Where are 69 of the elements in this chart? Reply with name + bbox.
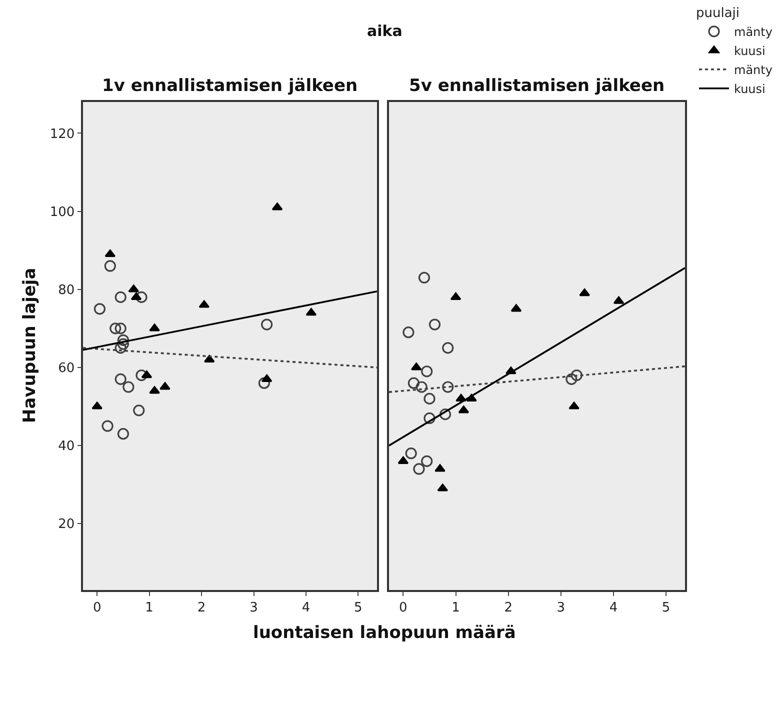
point (568, 402, 580, 410)
x-tick-label: 1 (145, 600, 154, 616)
x-tick-label: 5 (662, 600, 670, 616)
point (402, 326, 414, 338)
y-axis-title: Havupuun lajeja (20, 268, 40, 423)
x-tick-label: 3 (250, 600, 258, 616)
point (94, 303, 106, 315)
point (136, 291, 148, 303)
point (122, 381, 134, 393)
point (117, 334, 130, 346)
point (258, 377, 270, 389)
point (421, 366, 433, 378)
y-tick-label: 20 (58, 517, 75, 532)
point (405, 448, 417, 460)
x-tick-label: 2 (197, 600, 206, 616)
legend-label: mänty (734, 25, 772, 40)
point (160, 382, 170, 390)
point (579, 288, 590, 296)
point (114, 373, 126, 385)
legend-label: kuusi (734, 44, 766, 58)
point (418, 272, 430, 284)
y-tick-label: 40 (58, 439, 75, 454)
x-tick-label: 0 (92, 600, 102, 616)
point (421, 455, 433, 467)
point (102, 420, 114, 432)
point (424, 392, 436, 404)
text: aika (367, 22, 402, 40)
point (413, 463, 425, 475)
y-tick-label: 60 (58, 361, 75, 376)
point (566, 373, 578, 385)
point (104, 260, 116, 272)
point (442, 342, 454, 354)
point (416, 381, 428, 393)
point (110, 322, 122, 334)
point (114, 322, 126, 334)
x-tick-label: 5 (354, 600, 362, 616)
x-axis-title: luontaisen lahopuun määrä (253, 623, 516, 643)
point (261, 318, 273, 330)
x-tick-label: 0 (399, 600, 408, 616)
y-tick-label: 80 (58, 282, 75, 298)
point (149, 324, 160, 332)
point (141, 370, 152, 378)
y-tick-label: 100 (50, 204, 75, 220)
point (117, 428, 130, 440)
x-tick-label: 4 (609, 600, 618, 616)
point (428, 318, 441, 330)
point (136, 369, 148, 382)
point (424, 412, 436, 424)
point (442, 381, 454, 393)
point (117, 338, 130, 350)
point (114, 291, 126, 303)
chart-title: 5v ennallistamisen jälkeen (409, 76, 665, 96)
point (570, 369, 582, 382)
point (114, 342, 126, 354)
legend-label: kuusi (734, 82, 766, 96)
legend-title: puulaji (696, 6, 740, 21)
x-tick-label: 2 (504, 600, 512, 616)
y-tick-label: 120 (50, 126, 75, 142)
point (434, 464, 446, 472)
point (149, 386, 160, 394)
x-tick-label: 1 (452, 600, 460, 616)
point (104, 249, 116, 258)
x-tick-label: 4 (302, 600, 310, 616)
legend-label: mänty (734, 63, 772, 78)
point (408, 377, 420, 389)
chart-title: 1v ennallistamisen jälkeen (102, 76, 358, 96)
x-tick-label: 3 (556, 600, 566, 616)
point (133, 404, 145, 416)
point (439, 408, 452, 420)
